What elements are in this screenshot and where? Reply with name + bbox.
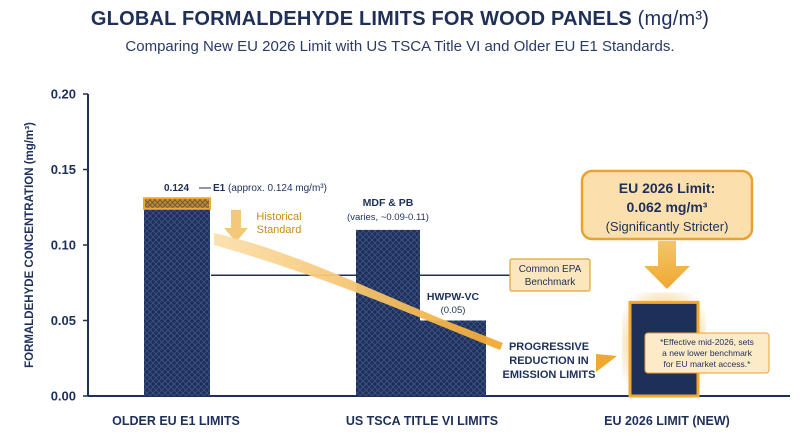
y-tick-label: 0.00 [51, 389, 76, 404]
benchmark-label-box [509, 258, 591, 292]
e1-note: (approx. 0.124 mg/m³) [228, 183, 327, 194]
bar-eu-e1-cap [143, 197, 211, 210]
y-tick-label: 0.05 [51, 313, 76, 328]
hwpw-note-label: (0.05) [441, 305, 466, 316]
chart-subtitle: Comparing New EU 2026 Limit with US TSCA… [125, 38, 675, 55]
eu2026-note-3: for EU market access.* [664, 359, 752, 369]
progressive-reduction-arrow [214, 233, 503, 350]
progressive-arrowhead [596, 354, 617, 372]
category-label-e1: OLDER EU E1 LIMITS [112, 414, 240, 428]
eu2026-note-2: a new lower benchmark [662, 348, 753, 358]
chart-title: GLOBAL FORMALDEHYDE LIMITS FOR WOOD PANE… [0, 8, 800, 31]
historical-label-1: Historical [256, 211, 301, 223]
benchmark-label-2: Benchmark [525, 277, 577, 288]
historical-label-2: Standard [257, 224, 302, 236]
eu2026-callout-2: 0.062 mg/m³ [627, 199, 708, 215]
chart-title-text: GLOBAL FORMALDEHYDE LIMITS FOR WOOD PANE… [90, 8, 632, 30]
e1-name: E1 [213, 183, 226, 194]
y-tick-label: 0.20 [51, 87, 76, 102]
category-label-tsca: US TSCA TITLE VI LIMITS [346, 414, 498, 428]
bar-tsca-hwpw-vc [420, 320, 486, 396]
chart-title-unit: (mg/m³) [637, 8, 710, 30]
category-label-eu2026: EU 2026 LIMIT (NEW) [604, 414, 730, 428]
progressive-label-2: REDUCTION IN [509, 355, 589, 367]
mdf-name-label: MDF & PB [363, 197, 414, 209]
eu2026-note-1: *Effective mid-2026, sets [660, 337, 754, 347]
y-axis-label: FORMALDEHYDE CONCENTRATION (mg/m³) [24, 122, 36, 368]
hwpw-name-label: HWPW-VC [427, 291, 480, 303]
eu2026-note-box [644, 332, 770, 374]
eu2026-callout-box [580, 169, 754, 241]
eu2026-callout-1: EU 2026 Limit: [619, 180, 715, 196]
e1-value-label: 0.124 [164, 183, 189, 194]
progressive-label-3: EMISSION LIMITS [503, 369, 596, 381]
benchmark-label-1: Common EPA [519, 264, 582, 275]
mdf-note-label: (varies, ~0.09-0.11) [347, 212, 429, 223]
bar-eu-e1 [144, 208, 210, 396]
eu2026-callout-3: (Significantly Stricter) [606, 219, 729, 234]
historical-arrow [224, 210, 248, 242]
y-tick-label: 0.10 [51, 238, 76, 253]
y-axis: 0.00 0.05 0.10 0.15 0.20 [51, 87, 88, 404]
eu2026-callout-arrow [644, 241, 690, 289]
y-tick-label: 0.15 [51, 162, 76, 177]
e1-name-label: E1 (approx. 0.124 mg/m³) [213, 183, 327, 194]
progressive-label-1: PROGRESSIVE [509, 341, 589, 353]
